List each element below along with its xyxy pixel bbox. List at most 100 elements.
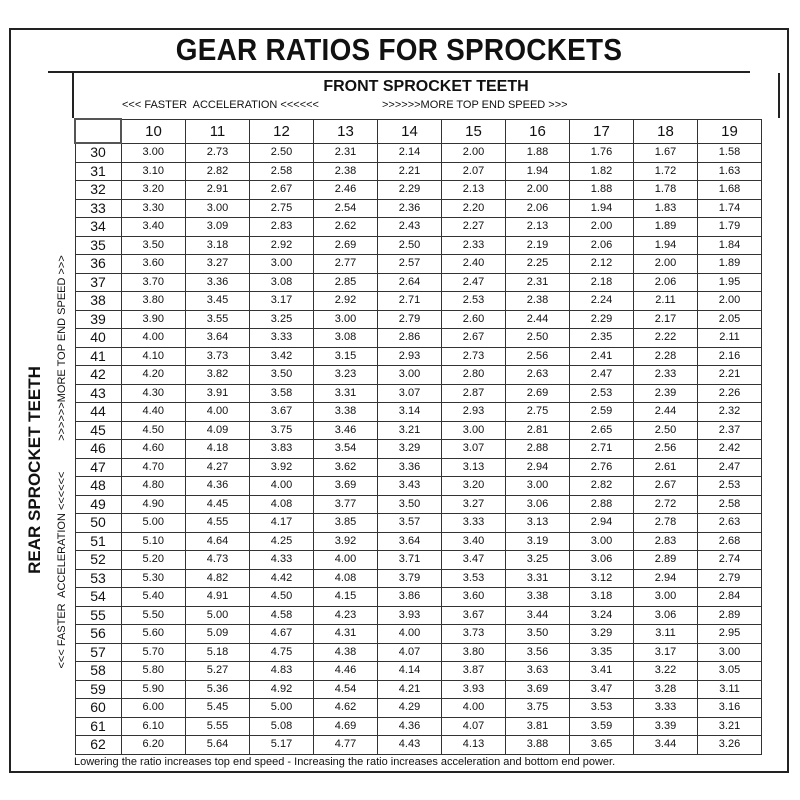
ratio-cell: 2.65 [569,420,634,440]
ratio-cell: 3.00 [249,254,314,274]
column-header: 18 [633,118,698,144]
ratio-cell: 2.41 [569,346,634,366]
ratio-cell: 3.38 [313,402,378,422]
ratio-cell: 2.00 [441,142,506,163]
ratio-cell: 2.38 [505,291,570,311]
ratio-cell: 2.33 [441,235,506,255]
ratio-cell: 4.45 [185,494,250,514]
ratio-cell: 6.00 [120,698,186,718]
ratio-cell: 3.09 [185,217,250,237]
ratio-cell: 4.60 [120,439,186,459]
ratio-cell: 3.00 [120,142,186,163]
ratio-cell: 2.33 [633,365,698,385]
ratio-cell: 4.00 [185,402,250,422]
ratio-cell: 3.43 [377,476,442,496]
row-header: 42 [74,365,122,385]
ratio-cell: 2.89 [633,550,698,570]
ratio-cell: 5.18 [185,642,250,662]
ratio-cell: 2.17 [633,309,698,329]
ratio-cell: 3.39 [633,716,698,736]
ratio-cell: 2.06 [505,198,570,218]
table-row: 60 6.00 5.45 5.00 4.62 4.29 4.00 3.75 3.53 3.33 3.… [74,698,762,718]
ratio-cell: 5.30 [120,568,186,588]
ratio-cell: 3.60 [441,587,506,607]
ratio-cell: 3.17 [249,291,314,311]
ratio-cell: 2.82 [185,161,250,181]
ratio-cell: 2.31 [505,272,570,292]
ratio-cell: 3.27 [185,254,250,274]
ratio-cell: 2.71 [569,439,634,459]
ratio-cell: 2.29 [569,309,634,329]
ratio-cell: 2.73 [185,142,250,163]
table-row: 53 5.30 4.82 4.42 4.08 3.79 3.53 3.31 3.12 2.94 2.… [74,568,762,588]
ratio-cell: 3.93 [441,679,506,699]
ratio-cell: 2.67 [633,476,698,496]
ratio-cell: 2.93 [377,346,442,366]
ratio-cell: 2.00 [569,217,634,237]
ratio-cell: 1.68 [697,180,762,200]
ratio-cell: 2.57 [377,254,442,274]
ratio-cell: 6.10 [120,716,186,736]
ratio-cell: 1.67 [633,142,698,163]
ratio-cell: 2.27 [441,217,506,237]
corner-cell [74,118,122,144]
ratio-cell: 4.55 [185,513,250,533]
ratio-cell: 2.31 [313,142,378,163]
ratio-cell: 3.70 [120,272,186,292]
ratio-cell: 4.33 [249,550,314,570]
ratio-cell: 2.29 [377,180,442,200]
ratio-cell: 2.26 [697,383,762,403]
row-header: 48 [74,476,122,496]
ratio-cell: 3.20 [120,180,186,200]
ratio-cell: 1.95 [697,272,762,292]
ratio-cell: 3.90 [120,309,186,329]
row-header: 33 [74,198,122,218]
ratio-cell: 4.58 [249,605,314,625]
ratio-cell: 1.78 [633,180,698,200]
ratio-cell: 3.15 [313,346,378,366]
row-header: 56 [74,624,122,644]
ratio-cell: 1.79 [697,217,762,237]
ratio-cell: 5.27 [185,661,250,681]
ratio-cell: 2.92 [313,291,378,311]
row-header: 38 [74,291,122,311]
ratio-cell: 5.80 [120,661,186,681]
row-header: 57 [74,642,122,662]
ratio-cell: 2.69 [313,235,378,255]
ratio-cell: 3.69 [505,679,570,699]
table-row: 62 6.20 5.64 5.17 4.77 4.43 4.13 3.88 3.65 3.44 3.… [74,735,762,755]
row-header: 44 [74,402,122,422]
ratio-cell: 3.86 [377,587,442,607]
ratio-cell: 3.25 [249,309,314,329]
ratio-cell: 3.40 [120,217,186,237]
front-left-note: <<< FASTER ACCELERATION <<<<<< [122,99,319,111]
ratio-cell: 3.18 [569,587,634,607]
ratio-cell: 2.58 [249,161,314,181]
ratio-cell: 2.80 [441,365,506,385]
ratio-cell: 3.26 [697,735,762,755]
ratio-cell: 2.36 [377,198,442,218]
ratio-cell: 5.70 [120,642,186,662]
ratio-cell: 3.92 [313,531,378,551]
ratio-cell: 2.21 [377,161,442,181]
ratio-cell: 2.46 [313,180,378,200]
ratio-cell: 6.20 [120,735,186,755]
table-row: 38 3.80 3.45 3.17 2.92 2.71 2.53 2.38 2.24 2.11 2.… [74,291,762,311]
ratio-cell: 2.47 [441,272,506,292]
ratio-cell: 4.82 [185,568,250,588]
rear-left-note: <<< FASTER ACCELERATION <<<<<< [56,471,68,669]
ratio-cell: 2.50 [377,235,442,255]
ratio-cell: 1.58 [697,142,762,163]
ratio-cell: 2.67 [441,328,506,348]
table-row: 40 4.00 3.64 3.33 3.08 2.86 2.67 2.50 2.35 2.22 2.… [74,328,762,348]
ratio-cell: 2.11 [633,291,698,311]
ratio-cell: 5.55 [185,716,250,736]
ratio-cell: 3.57 [377,513,442,533]
ratio-cell: 2.78 [633,513,698,533]
ratio-cell: 4.62 [313,698,378,718]
ratio-cell: 3.33 [249,328,314,348]
ratio-cell: 3.33 [441,513,506,533]
ratio-cell: 4.13 [441,735,506,755]
ratio-cell: 3.24 [569,605,634,625]
ratio-cell: 3.36 [377,457,442,477]
